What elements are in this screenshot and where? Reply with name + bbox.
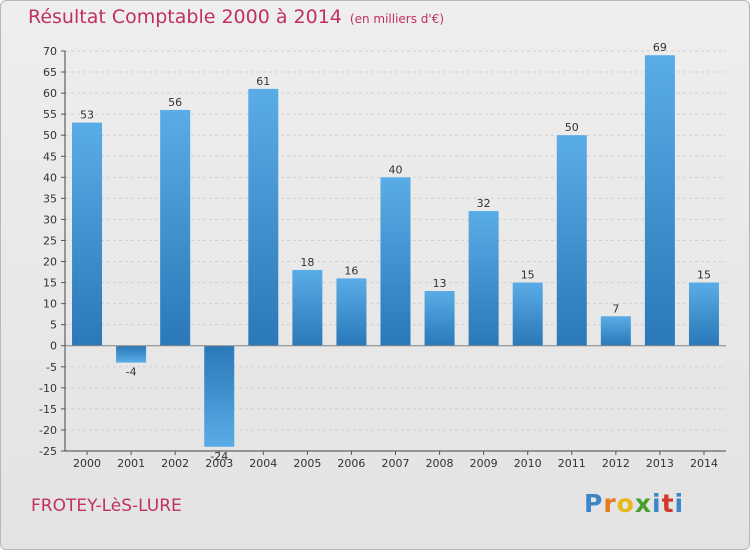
bar-2004: [248, 88, 279, 346]
y-tick-label: 50: [43, 129, 57, 142]
bar-2005: [292, 269, 323, 346]
bar-2012: [600, 316, 631, 346]
value-label-2010: 15: [521, 269, 535, 282]
y-tick-label: 25: [43, 234, 57, 247]
value-label-2005: 18: [300, 256, 314, 269]
bar-2002: [160, 109, 191, 346]
value-label-2001: -4: [126, 366, 137, 379]
y-tick-label: 55: [43, 108, 57, 121]
y-tick-label: 65: [43, 66, 57, 79]
value-labels: 53 -4 56 -24 61 18 16 40 13 32 15 50 7 69 15: [80, 41, 711, 463]
value-label-2009: 32: [477, 197, 491, 210]
logo-letter: o: [616, 489, 635, 518]
value-label-2004: 61: [256, 75, 270, 88]
x-axis-ticks: 2000 2001 2002 2003 2004 2005 2006 2007 2008 2009…: [73, 451, 718, 470]
y-tick-label: -15: [39, 403, 57, 416]
bar-2003: [204, 345, 235, 447]
x-tick-label: 2006: [337, 457, 365, 470]
value-label-2014: 15: [697, 269, 711, 282]
commune-name: FROTEY-LèS-LURE: [31, 496, 182, 516]
logo-letter: P: [584, 489, 604, 518]
proxiti-logo: Proxiti: [584, 489, 684, 518]
value-label-2002: 56: [168, 96, 182, 109]
x-tick-label: 2002: [161, 457, 189, 470]
y-tick-label: 15: [43, 277, 57, 290]
x-tick-label: 2010: [514, 457, 542, 470]
logo-letter: r: [603, 489, 617, 518]
y-tick-label: 20: [43, 256, 57, 269]
bar-2010: [512, 282, 543, 346]
x-tick-label: 2007: [382, 457, 410, 470]
value-label-2000: 53: [80, 109, 94, 122]
x-tick-label: 2003: [205, 457, 233, 470]
title-row: Résultat Comptable 2000 à 2014 (en millie…: [28, 6, 444, 28]
y-tick-label: 30: [43, 213, 57, 226]
bar-2006: [336, 278, 367, 346]
chart-unit: (en milliers d'€): [349, 12, 445, 26]
x-tick-label: 2009: [470, 457, 498, 470]
x-tick-label: 2000: [73, 457, 101, 470]
y-axis-ticks: 7065605550454035302520151050-5-10-15-20-…: [39, 45, 65, 458]
bar-2014: [688, 282, 719, 346]
x-tick-label: 2004: [249, 457, 277, 470]
value-label-2007: 40: [389, 163, 403, 176]
value-label-2013: 69: [653, 41, 667, 54]
y-tick-label: 10: [43, 298, 57, 311]
value-label-2012: 7: [612, 302, 619, 315]
y-tick-label: 60: [43, 87, 57, 100]
y-tick-label: -10: [39, 382, 57, 395]
bar-2007: [380, 177, 411, 346]
logo-letter: t: [661, 489, 675, 518]
bars: [72, 55, 719, 447]
y-tick-label: 0: [50, 340, 57, 353]
chart-title: Résultat Comptable 2000 à 2014: [28, 6, 342, 28]
value-label-2006: 16: [344, 264, 358, 277]
x-tick-label: 2012: [602, 457, 630, 470]
x-tick-label: 2014: [690, 457, 718, 470]
y-tick-label: 45: [43, 150, 57, 163]
y-tick-label: 5: [50, 319, 57, 332]
bar-2001: [116, 345, 147, 363]
y-tick-label: -25: [39, 445, 57, 458]
value-label-2011: 50: [565, 121, 579, 134]
bar-2009: [468, 211, 499, 346]
bar-2011: [556, 135, 587, 346]
logo-letter: x: [634, 489, 652, 518]
x-tick-label: 2011: [558, 457, 586, 470]
y-tick-label: -5: [46, 361, 57, 374]
x-tick-label: 2013: [646, 457, 674, 470]
value-label-2008: 13: [433, 277, 447, 290]
bar-2008: [424, 291, 455, 346]
y-tick-label: -20: [39, 424, 57, 437]
bar-2013: [644, 55, 675, 346]
y-tick-label: 35: [43, 192, 57, 205]
logo-letter: i: [652, 489, 662, 518]
logo-letter: i: [674, 489, 685, 518]
bar-2000: [72, 122, 103, 346]
y-tick-label: 70: [43, 45, 57, 58]
x-tick-label: 2008: [426, 457, 454, 470]
value-label-2003: -24: [210, 450, 228, 463]
x-tick-label: 2001: [117, 457, 145, 470]
x-tick-label: 2005: [293, 457, 321, 470]
y-tick-label: 40: [43, 171, 57, 184]
